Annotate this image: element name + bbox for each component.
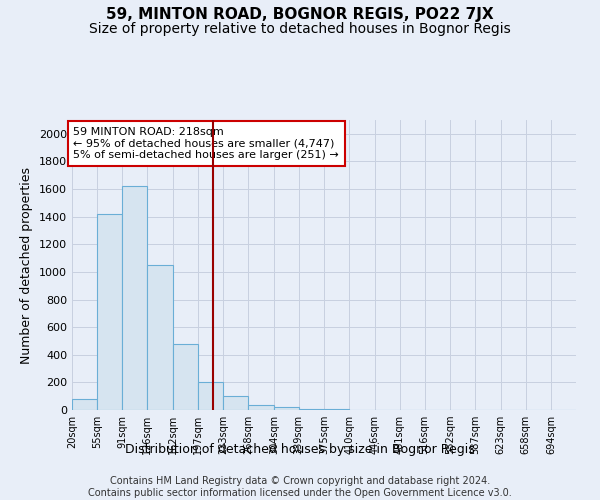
Text: Distribution of detached houses by size in Bognor Regis: Distribution of detached houses by size … [125,442,475,456]
Bar [223,396,248,410]
Text: Contains HM Land Registry data © Crown copyright and database right 2024.
Contai: Contains HM Land Registry data © Crown c… [88,476,512,498]
Bar [122,186,148,410]
Bar [72,399,97,410]
Bar [274,407,299,410]
Bar [148,265,173,410]
Bar [173,344,198,410]
Bar [299,408,325,410]
Text: 59 MINTON ROAD: 218sqm
← 95% of detached houses are smaller (4,747)
5% of semi-d: 59 MINTON ROAD: 218sqm ← 95% of detached… [73,127,339,160]
Bar [248,405,274,410]
Bar [198,382,223,410]
Text: 59, MINTON ROAD, BOGNOR REGIS, PO22 7JX: 59, MINTON ROAD, BOGNOR REGIS, PO22 7JX [106,8,494,22]
Y-axis label: Number of detached properties: Number of detached properties [20,166,34,364]
Bar [97,214,122,410]
Text: Size of property relative to detached houses in Bognor Regis: Size of property relative to detached ho… [89,22,511,36]
